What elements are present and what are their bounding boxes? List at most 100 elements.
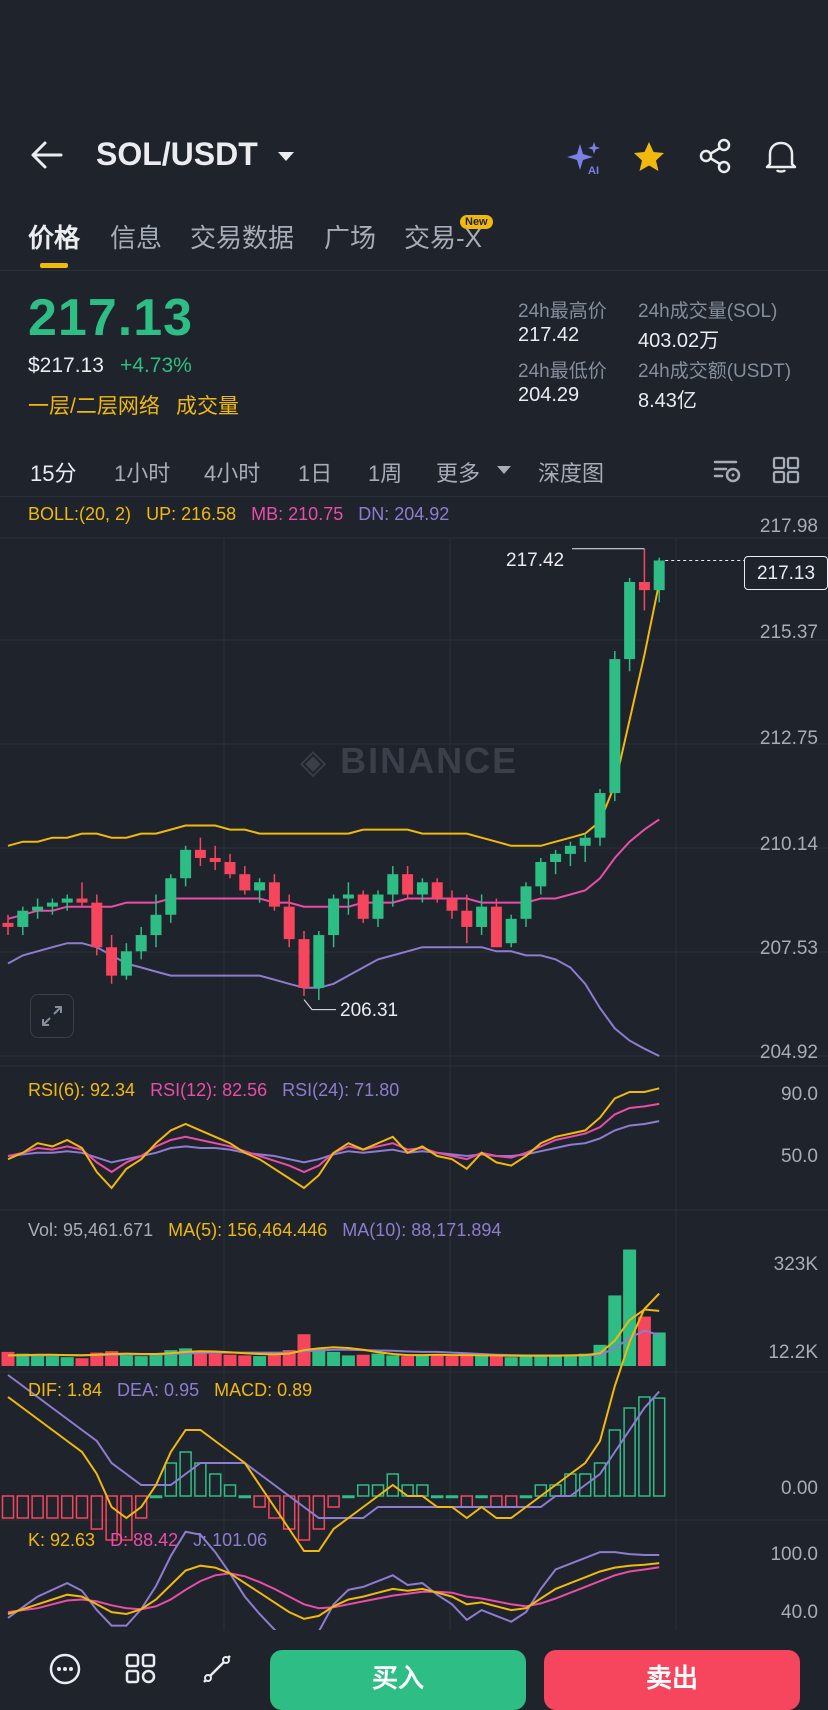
pair-title[interactable]: SOL/USDT <box>96 136 258 172</box>
candle-body-6 <box>91 902 103 948</box>
draw-tools-icon[interactable] <box>200 1652 234 1686</box>
bell-icon[interactable] <box>764 138 798 174</box>
macd-dea-line <box>7 1374 660 1519</box>
interval-1h[interactable]: 1小时 <box>114 461 171 486</box>
tabs-divider <box>0 270 828 271</box>
chevron-down-icon[interactable] <box>276 150 296 164</box>
kdj-j-line <box>7 1530 660 1630</box>
vol-bar-0 <box>1 1351 15 1366</box>
network-tag[interactable]: 一层/二层网络 <box>28 395 160 418</box>
buy-button[interactable]: 买入 <box>270 1650 526 1710</box>
share-icon[interactable] <box>698 138 732 174</box>
interval-1w[interactable]: 1周 <box>368 461 403 486</box>
boll-label: BOLL:(20, 2) <box>28 504 132 524</box>
watermark-text: BINANCE <box>340 740 519 781</box>
candle-body-41 <box>609 659 621 794</box>
vol-bar-21 <box>312 1348 326 1366</box>
macd-bar-26 <box>386 1473 400 1497</box>
macd-bar-3 <box>46 1495 59 1519</box>
vol-bar-22 <box>327 1351 341 1366</box>
macd-bar-39 <box>578 1473 592 1497</box>
current-price-tag: 217.13 <box>744 556 828 590</box>
macd-bar-4 <box>60 1495 74 1519</box>
ai-sparkle-icon[interactable]: AI <box>566 140 604 176</box>
price-change: +4.73% <box>120 354 192 377</box>
active-tab-indicator <box>40 263 68 268</box>
volume-label: 24h成交量(SOL) <box>638 301 778 322</box>
candle-body-29 <box>431 882 443 899</box>
vol-bar-34 <box>504 1357 518 1366</box>
vol-bar-5 <box>75 1358 89 1366</box>
depth-chart-tab[interactable]: 深度图 <box>538 461 605 486</box>
chat-icon[interactable] <box>48 1652 82 1686</box>
indicator-settings-icon[interactable] <box>712 456 742 486</box>
vol-ma10: MA(10): 88,171.894 <box>342 1220 502 1240</box>
boll-up: UP: 216.58 <box>146 504 237 524</box>
macd-bar-7 <box>105 1495 118 1541</box>
candle-body-19 <box>283 906 295 940</box>
interval-more[interactable]: 更多 <box>436 461 481 486</box>
apps-icon[interactable] <box>124 1652 158 1686</box>
vol-bar-14 <box>208 1353 222 1366</box>
candle-body-12 <box>180 849 192 879</box>
expand-button[interactable] <box>30 994 74 1038</box>
interval-1d[interactable]: 1日 <box>298 461 333 486</box>
candle-body-26 <box>387 874 399 895</box>
vol-bar-39 <box>578 1353 592 1366</box>
tab-square[interactable]: 广场 <box>324 223 377 253</box>
macd-bar-2 <box>31 1495 44 1519</box>
vol-ma5-line <box>7 1308 660 1357</box>
candle-body-14 <box>209 857 221 863</box>
star-icon[interactable] <box>632 140 666 174</box>
macd-bar-40 <box>593 1462 607 1497</box>
candle-body-24 <box>357 894 369 919</box>
rsi6-line <box>7 1087 660 1190</box>
interval-4h[interactable]: 4小时 <box>204 461 261 486</box>
more-chevron-icon[interactable] <box>496 464 512 476</box>
vol-bar-2 <box>31 1355 45 1366</box>
candle-body-36 <box>535 862 547 887</box>
candle-body-28 <box>416 882 428 895</box>
binance-logo-icon: ◈ <box>300 743 329 781</box>
candle-body-33 <box>490 906 502 948</box>
volume-tag[interactable]: 成交量 <box>176 395 239 418</box>
vol-bar-33 <box>489 1355 503 1366</box>
vol-bar-13 <box>193 1351 207 1366</box>
low-value: 204.29 <box>518 384 580 406</box>
layout-grid-icon[interactable] <box>772 456 800 484</box>
candle-body-44 <box>653 560 665 591</box>
candle-body-9 <box>135 935 147 952</box>
kdj-legend: K: 92.63 D: 88.42 J: 101.06 <box>28 1530 267 1551</box>
candle-body-10 <box>150 914 162 936</box>
back-arrow-icon[interactable] <box>30 140 64 170</box>
candle-body-40 <box>594 793 606 838</box>
vol-bar-31 <box>460 1353 474 1366</box>
vol-bar-23 <box>341 1355 355 1366</box>
kline-chart[interactable] <box>0 496 828 1630</box>
macd-bar-22 <box>327 1495 340 1508</box>
sell-button[interactable]: 卖出 <box>544 1650 800 1710</box>
candle-body-8 <box>120 951 132 976</box>
macd-bar-5 <box>75 1495 89 1519</box>
macd-bar-17 <box>253 1495 266 1508</box>
vol-bar-24 <box>356 1354 370 1366</box>
macd-bar-21 <box>312 1495 326 1530</box>
candle-body-18 <box>268 882 280 907</box>
kdj-j: J: 101.06 <box>193 1530 268 1550</box>
turnover-label: 24h成交额(USDT) <box>638 361 792 382</box>
interval-15m[interactable]: 15分 <box>30 461 77 486</box>
vol-bar-4 <box>60 1357 74 1366</box>
vol-bar-36 <box>534 1354 548 1366</box>
macd-dif: DIF: 1.84 <box>28 1380 103 1400</box>
tab-trading-data[interactable]: 交易数据 <box>190 223 295 253</box>
kdj-k-line <box>7 1562 660 1620</box>
candle-body-32 <box>476 906 488 927</box>
low-marker-line <box>303 999 336 1011</box>
macd-bar-43 <box>638 1396 651 1497</box>
low-marker: 206.31 <box>340 1000 399 1021</box>
tab-info[interactable]: 信息 <box>110 223 163 253</box>
macd-bar-28 <box>416 1484 429 1497</box>
rsi-legend: RSI(6): 92.34 RSI(12): 82.56 RSI(24): 71… <box>28 1080 399 1101</box>
tab-price[interactable]: 价格 <box>28 223 81 253</box>
vol-bar-1 <box>16 1353 30 1366</box>
